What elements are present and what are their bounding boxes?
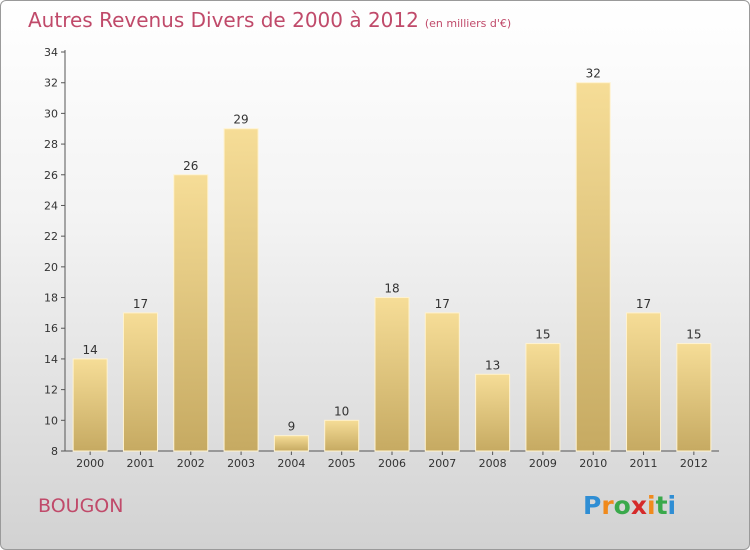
bar-value-label: 17 bbox=[133, 297, 148, 311]
bar-2011 bbox=[626, 312, 662, 452]
x-tick-label: 2005 bbox=[328, 457, 356, 470]
x-tick-label: 2011 bbox=[630, 457, 658, 470]
bar-value-label: 17 bbox=[636, 297, 651, 311]
y-tick-label: 30 bbox=[44, 107, 58, 120]
bars: 14 17 26 29 9 10 18 17 13 15 32 17 15 bbox=[72, 67, 712, 452]
bar-value-label: 15 bbox=[535, 328, 550, 342]
bar-2010 bbox=[575, 82, 611, 452]
x-tick-label: 2010 bbox=[579, 457, 607, 470]
chart-subtitle: (en milliers d'€) bbox=[424, 17, 512, 30]
bar-2004 bbox=[273, 435, 309, 452]
y-tick-label: 34 bbox=[44, 46, 58, 59]
y-tick-label: 32 bbox=[44, 77, 58, 90]
x-tick-label: 2002 bbox=[177, 457, 205, 470]
y-tick-label: 16 bbox=[44, 322, 58, 335]
chart-title: Autres Revenus Divers de 2000 à 2012 (en … bbox=[28, 8, 511, 32]
bar-value-label: 18 bbox=[384, 282, 399, 296]
bar-2002 bbox=[173, 174, 209, 452]
x-tick-label: 2008 bbox=[479, 457, 507, 470]
bar-value-label: 10 bbox=[334, 404, 349, 418]
bar-2006 bbox=[374, 297, 410, 452]
bar-2009 bbox=[525, 343, 561, 452]
bar-value-label: 14 bbox=[83, 343, 98, 357]
bar-value-label: 9 bbox=[288, 420, 296, 434]
city-name: BOUGON bbox=[38, 495, 124, 517]
y-tick-label: 28 bbox=[44, 138, 58, 151]
x-tick-label: 2007 bbox=[428, 457, 456, 470]
y-tick-label: 8 bbox=[51, 445, 58, 458]
x-tick-label: 2004 bbox=[277, 457, 305, 470]
x-axis: 2000 2001 2002 2003 2004 2005 2006 2007 2008 2009… bbox=[65, 450, 719, 470]
x-tick-label: 2003 bbox=[227, 457, 255, 470]
x-tick-label: 2001 bbox=[126, 457, 154, 470]
x-tick-label: 2000 bbox=[76, 457, 104, 470]
chart-title-text: Autres Revenus Divers de 2000 à 2012 bbox=[28, 8, 419, 32]
bar-2007 bbox=[424, 312, 460, 452]
bar-value-label: 17 bbox=[435, 297, 450, 311]
y-tick-label: 24 bbox=[44, 199, 58, 212]
bar-2001 bbox=[122, 312, 158, 452]
bar-2005 bbox=[324, 419, 360, 452]
y-axis: 8 10 12 14 16 18 20 22 24 26 28 30 32 34 bbox=[44, 46, 66, 458]
bar-value-label: 13 bbox=[485, 358, 500, 372]
y-tick-label: 20 bbox=[44, 261, 58, 274]
bar-2008 bbox=[475, 373, 511, 452]
x-tick-label: 2009 bbox=[529, 457, 557, 470]
y-tick-label: 26 bbox=[44, 169, 58, 182]
bar-value-label: 26 bbox=[183, 159, 198, 173]
bar-value-label: 15 bbox=[686, 328, 701, 342]
proxiti-logo: Proxiti bbox=[583, 491, 677, 520]
y-tick-label: 18 bbox=[44, 292, 58, 305]
y-tick-label: 10 bbox=[44, 414, 58, 427]
bar-value-label: 32 bbox=[586, 67, 601, 81]
y-tick-label: 12 bbox=[44, 384, 58, 397]
bar-value-label: 29 bbox=[233, 113, 248, 127]
y-tick-label: 14 bbox=[44, 353, 58, 366]
y-tick-label: 22 bbox=[44, 230, 58, 243]
bar-2012 bbox=[676, 343, 712, 452]
bar-2000 bbox=[72, 358, 108, 452]
x-tick-label: 2012 bbox=[680, 457, 708, 470]
bar-2003 bbox=[223, 128, 259, 452]
x-tick-label: 2006 bbox=[378, 457, 406, 470]
